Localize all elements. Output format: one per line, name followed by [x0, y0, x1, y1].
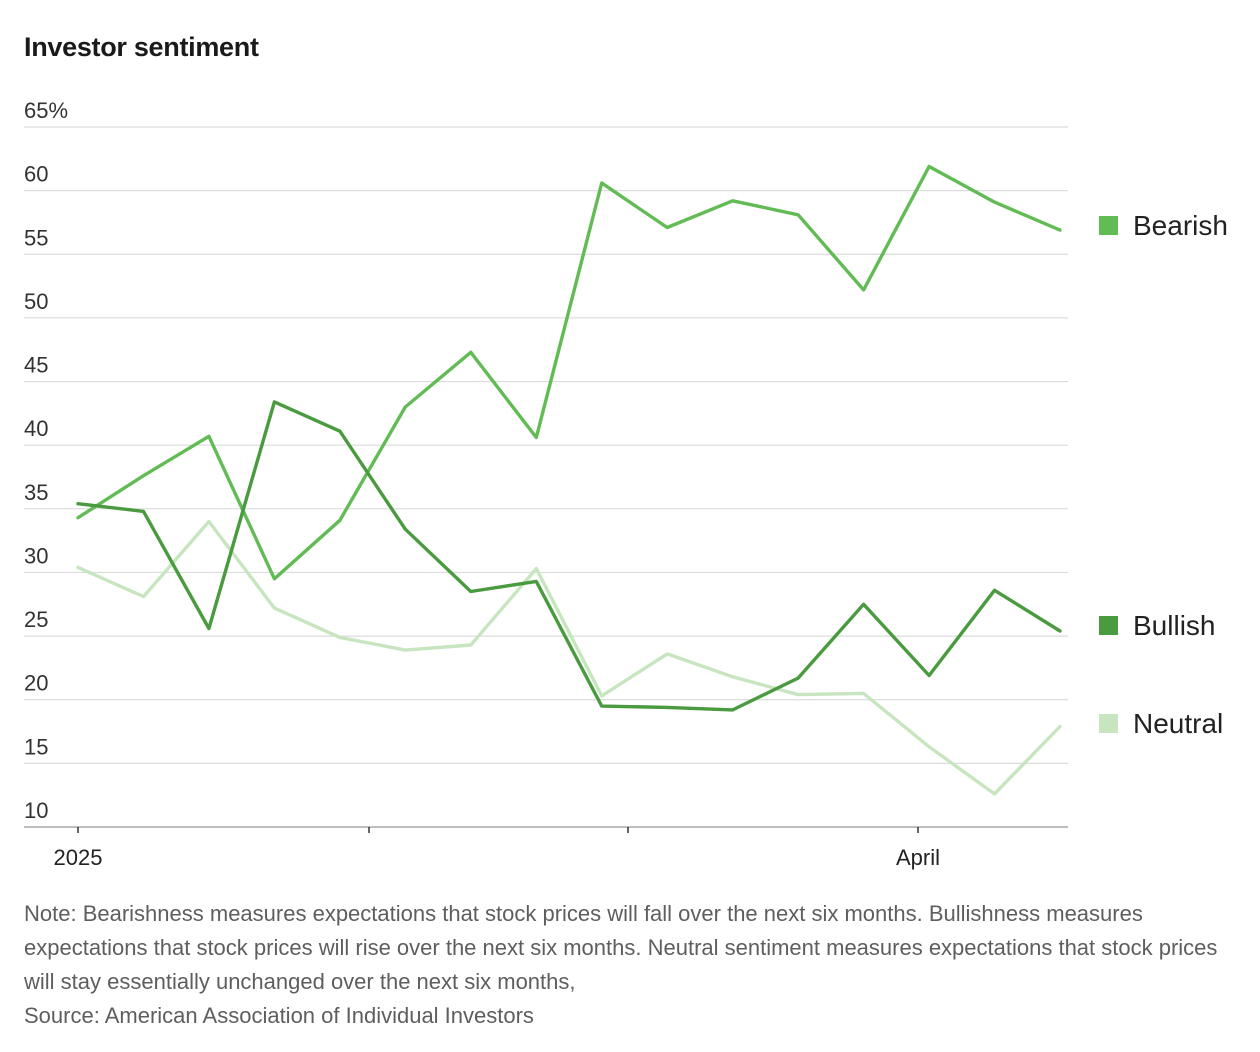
chart-footnote: Note: Bearishness measures expectations … — [24, 897, 1224, 1033]
y-tick-label: 25 — [24, 607, 48, 632]
series-lines — [76, 164, 1062, 796]
legend-swatch-bullish — [1099, 616, 1118, 635]
y-tick-label: 40 — [24, 416, 48, 441]
gridlines — [24, 126, 1068, 764]
y-tick-label: 35 — [24, 480, 48, 505]
x-tick-label: 2025 — [54, 845, 103, 870]
legend-label-bearish: Bearish — [1133, 210, 1228, 241]
y-tick-label: 60 — [24, 162, 48, 187]
y-tick-label: 15 — [24, 734, 48, 759]
series-line-bearish — [76, 164, 1062, 581]
y-tick-label: 65% — [24, 98, 68, 123]
chart-title: Investor sentiment — [24, 32, 259, 62]
series-line-bullish — [76, 400, 1062, 712]
y-tick-label: 10 — [24, 798, 48, 823]
y-tick-label: 45 — [24, 353, 48, 378]
legend-label-neutral: Neutral — [1133, 708, 1223, 739]
y-tick-label: 55 — [24, 225, 48, 250]
x-tick-label: April — [896, 845, 940, 870]
y-tick-label: 20 — [24, 671, 48, 696]
legend-swatch-neutral — [1099, 714, 1118, 733]
chart-note: Note: Bearishness measures expectations … — [24, 901, 1218, 994]
series-line-neutral — [76, 519, 1062, 796]
legend: Bearish Bullish Neutral — [1099, 210, 1228, 739]
y-tick-label: 50 — [24, 289, 48, 314]
chart-source: Source: American Association of Individu… — [24, 1003, 534, 1028]
legend-swatch-bearish — [1099, 216, 1118, 235]
legend-label-bullish: Bullish — [1133, 610, 1215, 641]
y-tick-label: 30 — [24, 543, 48, 568]
